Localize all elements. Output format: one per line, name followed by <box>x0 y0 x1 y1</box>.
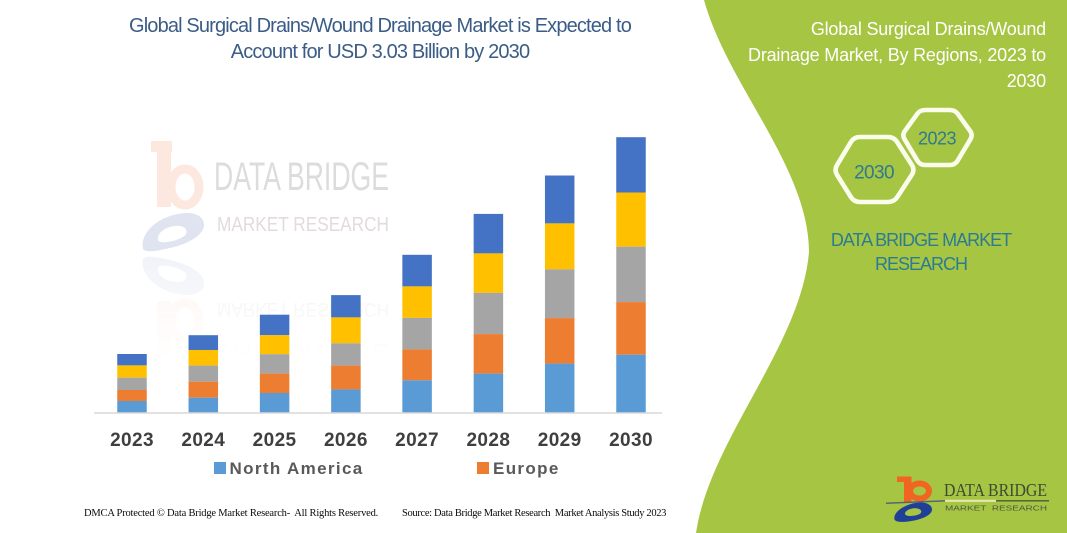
svg-text:2023: 2023 <box>918 129 957 149</box>
svg-text:DATA BRIDGE: DATA BRIDGE <box>944 480 1047 500</box>
svg-text:2030: 2030 <box>854 163 894 184</box>
svg-text:MARKET RESEARCH: MARKET RESEARCH <box>217 214 389 236</box>
svg-text:DATA BRIDGE: DATA BRIDGE <box>214 155 389 199</box>
svg-text:MARKET RESEARCH: MARKET RESEARCH <box>945 506 1047 513</box>
